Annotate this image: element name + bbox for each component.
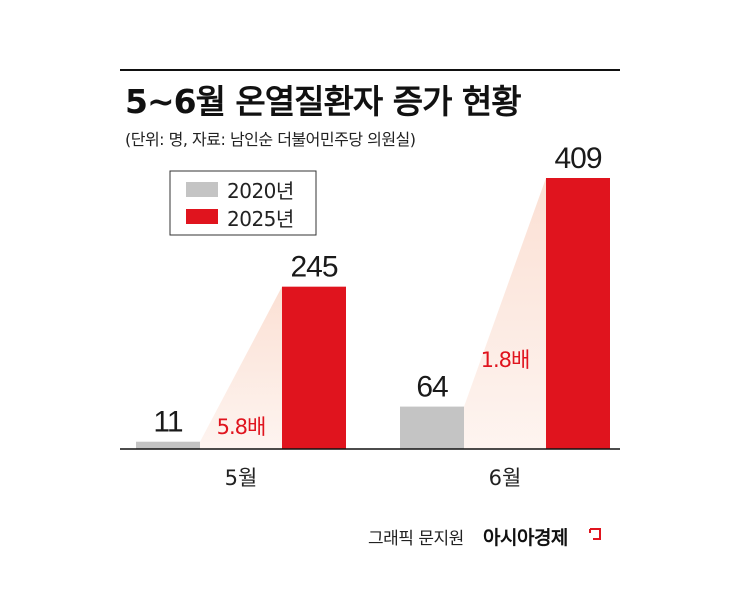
legend-label-2020: 2020년 <box>227 179 294 203</box>
legend: 2020년 2025년 <box>169 170 317 236</box>
ratio-label: 1.8배 <box>481 348 530 372</box>
chart-title: 5~6월 온열질환자 증가 현황 <box>125 82 521 121</box>
growth-band <box>464 178 546 449</box>
chart-subtitle: (단위: 명, 자료: 남인순 더불어민주당 의원실) <box>125 130 416 149</box>
legend-frame <box>169 170 317 236</box>
legend-swatch-2020 <box>186 182 218 197</box>
bar-2020 <box>136 441 200 449</box>
corner-mark-icon <box>589 528 601 540</box>
legend-swatch-2025 <box>186 209 218 224</box>
bar-2020 <box>400 406 464 449</box>
legend-label-2025: 2025년 <box>227 207 294 231</box>
value-label-2025: 409 <box>554 142 601 175</box>
bar-2025 <box>546 178 610 449</box>
value-label-2020: 64 <box>416 371 448 404</box>
bars <box>136 178 610 449</box>
data-labels: 11 245 5.8배 5월 64 409 1.8배 6월 <box>153 142 602 490</box>
credit-text: 그래픽 문지원 <box>368 529 464 549</box>
value-label-2020: 11 <box>153 406 182 439</box>
growth-band <box>200 286 282 449</box>
category-label: 6월 <box>489 466 522 490</box>
category-label: 5월 <box>225 466 258 490</box>
bar-2025 <box>282 286 346 449</box>
growth-bands <box>200 178 546 449</box>
brand-name: 아시아경제 <box>483 527 568 549</box>
value-label-2025: 245 <box>290 251 337 284</box>
ratio-label: 5.8배 <box>217 415 266 439</box>
